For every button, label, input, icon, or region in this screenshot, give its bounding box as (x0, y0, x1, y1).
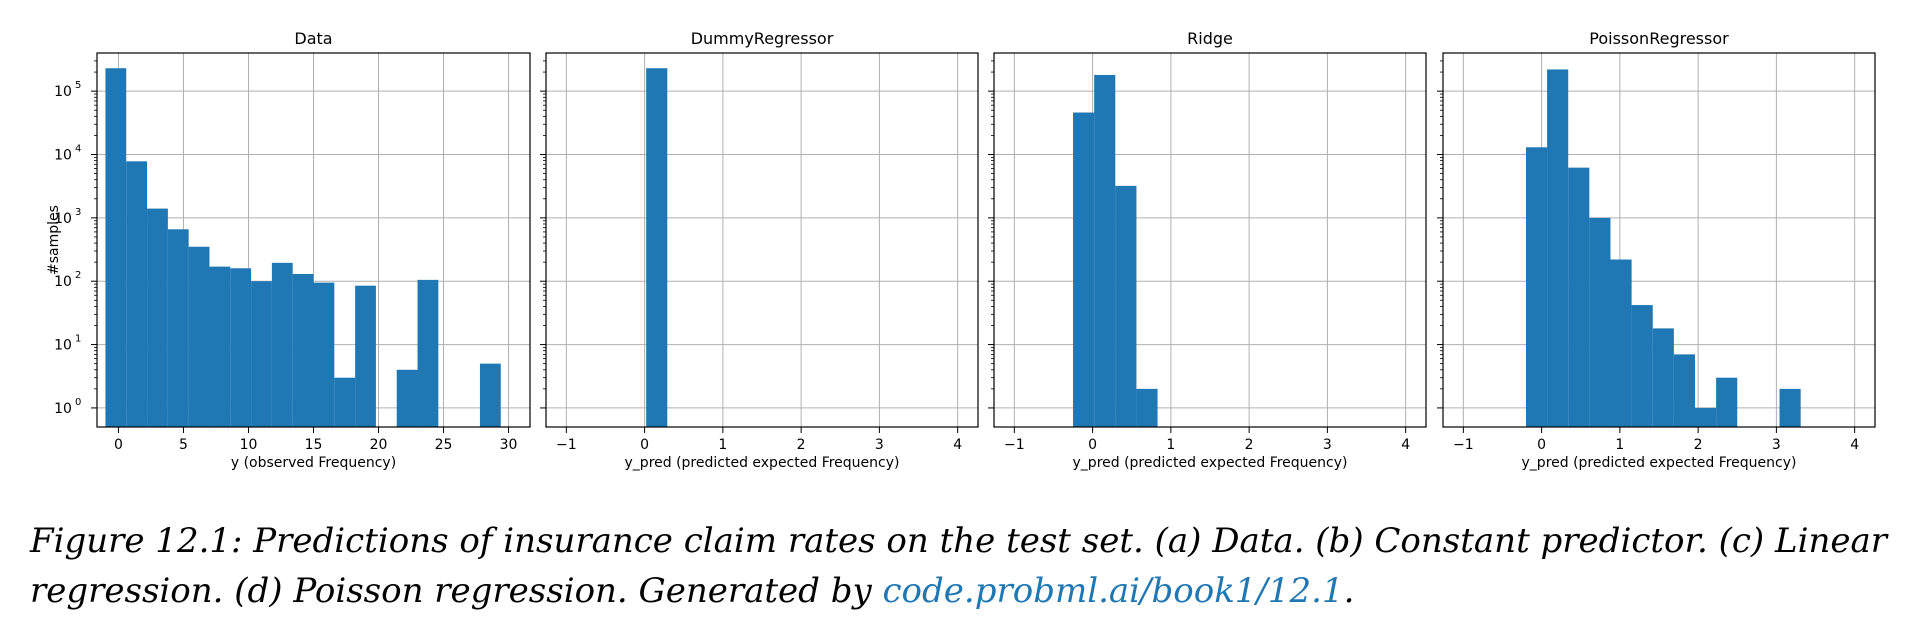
y-tick-label: 10 (54, 338, 72, 354)
histogram-bar (1631, 305, 1653, 427)
plot-frame (1442, 52, 1876, 428)
chart-title: PoissonRegressor (1589, 29, 1729, 48)
y-tick-exponent: 0 (75, 397, 81, 408)
histogram-bar (1589, 217, 1611, 427)
histogram-bar (188, 246, 210, 427)
plot-frame (545, 52, 979, 428)
y-tick-label: 10 (54, 84, 72, 100)
x-tick-label: −1 (1453, 437, 1474, 453)
histogram-bar (1073, 112, 1095, 427)
chart-title: DummyRegressor (691, 29, 834, 48)
chart-panel-3: −1 0 1 2 3 4 PoissonRegressor y_pred (predicted… (1437, 29, 1876, 471)
histogram-bar (147, 208, 168, 427)
x-tick-label: 3 (875, 437, 884, 453)
y-tick-label: 10 (54, 401, 72, 417)
caption-link[interactable]: code.probml.ai/book1/12.1 (882, 571, 1344, 611)
x-tick-label: 2 (797, 437, 806, 453)
histogram-bar (209, 266, 231, 427)
y-tick-exponent: 3 (75, 207, 81, 218)
x-axis-label: y_pred (predicted expected Frequency) (625, 455, 900, 471)
histogram-bar (1094, 74, 1116, 428)
histogram-bar (1136, 388, 1158, 427)
x-tick-label: 1 (718, 437, 727, 453)
histogram-bar (313, 282, 335, 427)
histogram-bar (292, 273, 314, 427)
x-axis-label: y_pred (predicted expected Frequency) (1073, 455, 1348, 471)
x-tick-label: −1 (1004, 437, 1025, 453)
histogram-bar (1547, 69, 1569, 427)
x-tick-label: 0 (1537, 437, 1546, 453)
x-tick-label: −1 (556, 437, 577, 453)
x-tick-label: 4 (1401, 437, 1410, 453)
x-tick-label: 0 (640, 437, 649, 453)
x-tick-label: 4 (953, 437, 962, 453)
chart-title: Data (294, 29, 332, 48)
histogram-bar (230, 268, 252, 427)
histogram-bar (646, 68, 668, 428)
y-tick-exponent: 2 (75, 270, 81, 281)
histogram-bar (271, 262, 293, 427)
histogram-bar (105, 68, 127, 428)
y-tick-exponent: 5 (75, 80, 81, 91)
plot-frame (96, 52, 531, 428)
x-tick-label: 1 (1615, 437, 1624, 453)
histogram-bar (251, 281, 272, 427)
histogram-bar (396, 369, 418, 427)
histogram-bar (1568, 167, 1590, 427)
y-tick-exponent: 1 (75, 334, 81, 345)
histogram-bar (1525, 147, 1548, 427)
histogram-bar (334, 377, 356, 427)
y-tick-label: 10 (54, 211, 72, 227)
histogram-bar (1779, 388, 1801, 427)
histogram-bar (1695, 407, 1717, 427)
y-tick-label: 10 (54, 274, 72, 290)
histogram-bar (126, 161, 148, 427)
caption-end: . (1343, 571, 1355, 611)
x-tick-label: 4 (1850, 437, 1859, 453)
x-tick-label: 1 (1166, 437, 1175, 453)
x-tick-label: 2 (1245, 437, 1254, 453)
x-tick-label: 10 (240, 437, 258, 453)
histogram-bar (1115, 185, 1137, 427)
histogram-bar (1716, 377, 1738, 427)
histogram-bar (355, 285, 376, 427)
plot-frame (993, 52, 1427, 428)
histogram-bar (1652, 328, 1674, 427)
caption-text: Figure 12.1: Predictions of insurance cl… (30, 521, 1888, 611)
y-tick-exponent: 4 (75, 144, 81, 155)
x-tick-label: 2 (1694, 437, 1703, 453)
histogram-bar (167, 229, 189, 427)
histogram-bar (479, 363, 501, 427)
x-tick-label: 3 (1323, 437, 1332, 453)
chart-panel-2: −1 0 1 2 3 4 Ridge y_pred (predicted expected F… (988, 29, 1427, 471)
figure-caption: Figure 12.1: Predictions of insurance cl… (30, 516, 1900, 616)
x-axis-label: y (observed Frequency) (231, 455, 396, 471)
x-tick-label: 0 (114, 437, 123, 453)
x-tick-label: 15 (305, 437, 323, 453)
chart-title: Ridge (1187, 29, 1233, 48)
histogram-bar (1610, 259, 1632, 427)
chart-panel-1: −1 0 1 2 3 4 DummyRegressor y_pred (predicted e… (540, 29, 979, 471)
x-tick-label: 0 (1088, 437, 1097, 453)
x-tick-label: 30 (500, 437, 518, 453)
x-tick-label: 20 (370, 437, 388, 453)
histogram-bar (1673, 354, 1695, 427)
x-tick-label: 5 (179, 437, 188, 453)
x-axis-label: y_pred (predicted expected Frequency) (1522, 455, 1797, 471)
y-axis-label: #samples (46, 205, 62, 275)
y-tick-label: 10 (54, 148, 72, 164)
x-tick-label: 3 (1772, 437, 1781, 453)
histogram-bar (417, 279, 439, 427)
x-tick-label: 25 (435, 437, 453, 453)
